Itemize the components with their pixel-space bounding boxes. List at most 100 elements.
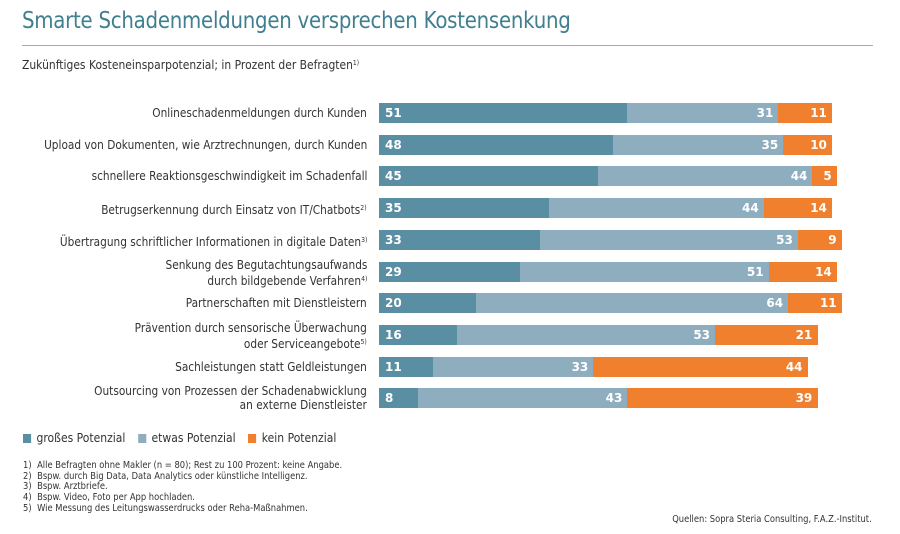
bar-segment-gross — [379, 134, 614, 155]
legend-item-gross: großes Potenzial — [23, 431, 125, 445]
bar-segment-gross — [379, 293, 477, 314]
footnote-number: 4) — [23, 492, 32, 504]
bar-segment-etwas — [612, 134, 784, 155]
bar-segment-gross — [379, 166, 599, 187]
category-footnote-ref: 5) — [360, 337, 367, 346]
data-label-kein: 5 — [823, 169, 832, 184]
category-label-line: Outsourcing von Prozessen der Schadenabw… — [94, 384, 367, 399]
chart-subtitle: Zukünftiges Kosteneinsparpotenzial; in P… — [22, 57, 359, 72]
bar-segment-kein — [797, 229, 843, 250]
bar-segment-gross — [379, 229, 541, 250]
bar-segment-etwas — [598, 166, 813, 187]
source-note: Quellen: Sopra Steria Consulting, F.A.Z.… — [672, 514, 872, 525]
data-label-etwas: 35 — [761, 137, 779, 152]
bar-segment-kein — [763, 198, 833, 219]
data-label-gross: 11 — [385, 359, 402, 374]
bar-segment-etwas — [549, 198, 765, 219]
bar-segment-kein — [783, 134, 833, 155]
legend-swatch-etwas — [138, 433, 147, 443]
legend: großes Potenzial etwas Potenzial kein Po… — [23, 431, 336, 445]
data-label-etwas: 44 — [742, 201, 759, 216]
footnote-text: Bspw. Arztbriefe. — [37, 481, 108, 493]
bar-segment-etwas — [456, 324, 716, 345]
bar-segment-kein — [812, 166, 838, 187]
legend-item-etwas: etwas Potenzial — [138, 431, 236, 445]
footnote-text: Bspw. Video, Foto per App hochladen. — [37, 492, 195, 504]
category-label: Senkung des Begutachtungsaufwands durch b… — [165, 258, 367, 288]
chart-title: Smarte Schadenmeldungen versprechen Kost… — [22, 8, 571, 34]
data-label-gross: 16 — [385, 327, 402, 342]
footnote: 2) Bspw. durch Big Data, Data Analytics o… — [23, 470, 342, 483]
bar-segment-etwas — [476, 293, 789, 314]
category-label-line: Prävention durch sensorische Überwachung — [134, 320, 367, 335]
category-footnote-ref: 2) — [360, 204, 367, 213]
category-label-line: schnellere Reaktionsgeschwindigkeit im S… — [91, 169, 367, 184]
footnote: 1) Alle Befragten ohne Makler (n = 80); R… — [23, 460, 342, 472]
data-label-kein: 44 — [785, 359, 803, 374]
bar-segment-kein — [593, 356, 809, 377]
data-label-gross: 51 — [385, 106, 402, 120]
category-label: Betrugserkennung durch Einsatz von IT/Ch… — [102, 201, 367, 217]
footnote-number: 2) — [23, 470, 32, 482]
data-label-kein: 10 — [810, 137, 827, 152]
data-label-etwas: 31 — [756, 106, 774, 120]
legend-swatch-kein — [248, 433, 257, 443]
bar-segment-etwas — [417, 388, 628, 409]
footnote-number: 5) — [23, 502, 32, 514]
category-label: schnellere Reaktionsgeschwindigkeit im S… — [91, 169, 367, 183]
footnote-text: Bspw. durch Big Data, Data Analytics ode… — [37, 470, 308, 482]
bar-segment-gross — [379, 388, 419, 409]
data-label-etwas: 33 — [571, 359, 589, 374]
category-label-line: durch bildgebende Verfahren4) — [206, 273, 367, 288]
category-label: Sachleistungen statt Geldleistungen — [175, 360, 367, 374]
footnote-number: 3) — [23, 481, 32, 493]
category-label-line: Betrugserkennung durch Einsatz von IT/Ch… — [101, 203, 367, 218]
legend-swatch-gross — [23, 433, 32, 443]
data-label-kein: 39 — [795, 391, 813, 406]
footnote: 4) Bspw. Video, Foto per App hochladen. — [23, 492, 342, 504]
bar-segment-etwas — [627, 103, 779, 123]
bar-segment-gross — [379, 198, 550, 219]
bar-segment-etwas — [539, 229, 799, 250]
category-label: Upload von Dokumenten, wie Arztrechnunge… — [44, 138, 367, 152]
bar-segment-kein — [768, 261, 838, 282]
data-label-etwas: 53 — [693, 327, 711, 342]
bar-segment-gross — [379, 356, 434, 377]
legend-item-kein: kein Potenzial — [248, 431, 336, 445]
data-label-gross: 8 — [385, 391, 394, 406]
bar-segment-gross — [379, 261, 521, 282]
data-label-etwas: 44 — [790, 169, 808, 184]
data-label-gross: 20 — [385, 296, 402, 311]
footnotes: 1) Alle Befragten ohne Makler (n = 80); R… — [23, 460, 342, 515]
category-label: Outsourcing von Prozessen der Schadenabw… — [94, 384, 367, 412]
category-label: Partnerschaften mit Dienstleistern — [186, 296, 367, 310]
subtitle-text: Zukünftiges Kosteneinsparpotenzial; in P… — [22, 57, 353, 72]
data-label-etwas: 51 — [746, 264, 764, 279]
bar-segment-gross — [379, 324, 458, 345]
data-label-kein: 11 — [810, 106, 827, 120]
footnote-text: Wie Messung des Leitungswasserdrucks ode… — [37, 502, 308, 514]
legend-label-etwas: etwas Potenzial — [151, 431, 236, 445]
data-label-etwas: 53 — [776, 232, 793, 247]
title-divider — [22, 45, 873, 46]
data-label-kein: 11 — [819, 296, 837, 311]
category-footnote-ref: 3) — [360, 235, 367, 244]
bar-segment-kein — [788, 293, 843, 314]
category-label-line: oder Serviceangebote5) — [244, 336, 367, 351]
category-label: Onlineschadenmeldungen durch Kunden — [152, 106, 367, 120]
category-label: Übertragung schriftlicher Informationen … — [60, 233, 367, 249]
data-label-gross: 35 — [385, 201, 402, 216]
data-label-kein: 21 — [795, 327, 813, 342]
footnote: 3) Bspw. Arztbriefe. — [23, 482, 342, 493]
category-label-line: Senkung des Begutachtungsaufwands — [165, 257, 367, 272]
category-label: Prävention durch sensorische Überwachung… — [135, 321, 367, 351]
category-label-line: Übertragung schriftlicher Informationen … — [59, 234, 367, 249]
data-label-gross: 48 — [385, 137, 402, 152]
footnote-number: 1) — [23, 460, 32, 471]
data-label-kein: 9 — [828, 232, 837, 247]
category-label-line: Onlineschadenmeldungen durch Kunden — [152, 106, 367, 120]
category-label-line: Upload von Dokumenten, wie Arztrechnunge… — [43, 137, 367, 152]
bar-segment-kein — [715, 324, 818, 345]
data-label-kein: 14 — [815, 264, 832, 279]
